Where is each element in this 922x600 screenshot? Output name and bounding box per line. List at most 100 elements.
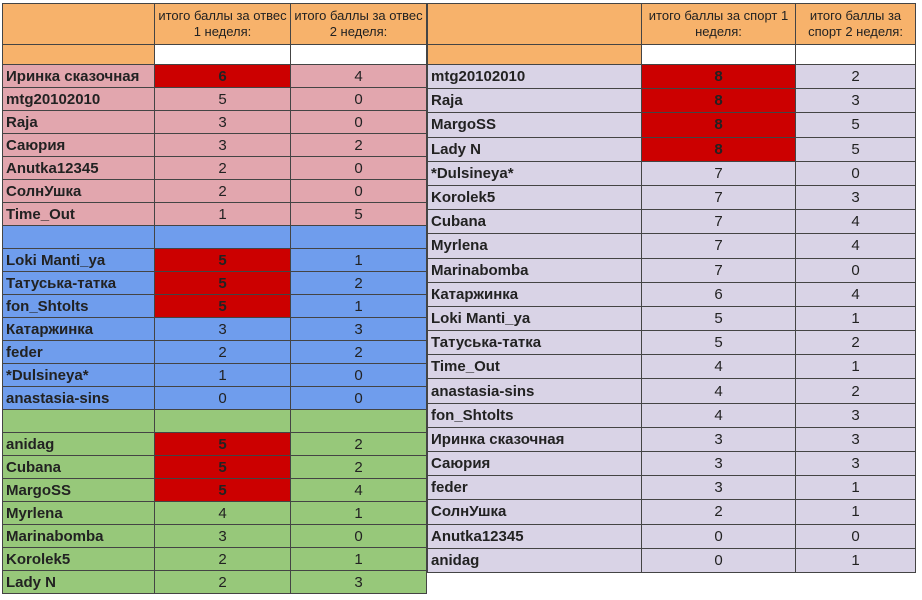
week2-score: 0 bbox=[290, 386, 427, 410]
table-row: Raja 8 3 bbox=[427, 88, 916, 114]
week1-score: 8 bbox=[641, 136, 796, 162]
participant-name: Саюрия bbox=[2, 133, 155, 157]
week1-score: 1 bbox=[154, 202, 291, 226]
table-row: Time_Out 1 5 bbox=[2, 202, 427, 226]
week2-score: 4 bbox=[290, 478, 427, 502]
week1-score: 5 bbox=[154, 87, 291, 111]
table-row: Anutka12345 2 0 bbox=[2, 156, 427, 180]
participant-name: Time_Out bbox=[2, 202, 155, 226]
week1-score: 2 bbox=[154, 340, 291, 364]
table-row: СолнУшка 2 1 bbox=[427, 499, 916, 525]
table-row: fon_Shtolts 5 1 bbox=[2, 294, 427, 318]
participant-name: feder bbox=[2, 340, 155, 364]
week1-score: 0 bbox=[641, 547, 796, 573]
week1-score: 1 bbox=[154, 363, 291, 387]
week2-score: 1 bbox=[290, 547, 427, 571]
header-blank-cell bbox=[2, 3, 155, 45]
participant-name: Катаржинка bbox=[427, 281, 642, 307]
participant-name: fon_Shtolts bbox=[2, 294, 155, 318]
table-row: Катаржинка 3 3 bbox=[2, 317, 427, 341]
participant-name: anastasia-sins bbox=[427, 378, 642, 404]
week2-score: 3 bbox=[795, 184, 916, 211]
participant-name: Саюрия bbox=[427, 450, 642, 477]
participant-name: Loki Manti_ya bbox=[427, 305, 642, 332]
participant-name: Катаржинка bbox=[2, 317, 155, 341]
participant-name: Татуська-татка bbox=[427, 330, 642, 356]
header-sub-row bbox=[427, 44, 916, 65]
table-row: mtg20102010 8 2 bbox=[427, 63, 916, 90]
week1-score: 8 bbox=[641, 88, 796, 114]
weight-loss-scores-table: итого баллы за отвес 1 неделя: итого балл… bbox=[2, 3, 427, 594]
table-row: Korolek5 7 3 bbox=[427, 184, 916, 211]
week2-score: 0 bbox=[290, 524, 427, 548]
week1-score: 8 bbox=[641, 63, 796, 90]
participant-name: Anutka12345 bbox=[427, 523, 642, 549]
table-row: mtg20102010 5 0 bbox=[2, 87, 427, 111]
participant-name: Raja bbox=[427, 88, 642, 114]
week2-score: 2 bbox=[795, 330, 916, 356]
week1-score: 3 bbox=[641, 475, 796, 501]
participant-name: anastasia-sins bbox=[2, 386, 155, 410]
participant-name: Marinabomba bbox=[2, 524, 155, 548]
week1-score: 2 bbox=[641, 499, 796, 525]
week1-score: 7 bbox=[641, 160, 796, 186]
week2-score: 5 bbox=[795, 136, 916, 162]
week2-score: 0 bbox=[290, 179, 427, 203]
participant-name: Anutka12345 bbox=[2, 156, 155, 180]
week2-score: 0 bbox=[290, 363, 427, 387]
participant-name: mtg20102010 bbox=[427, 63, 642, 90]
sport-scores-table: итого баллы за спорт 1 неделя: итого балл… bbox=[427, 3, 916, 573]
separator-cell bbox=[2, 409, 155, 433]
week2-score: 4 bbox=[795, 281, 916, 307]
participant-name: Raja bbox=[2, 110, 155, 134]
week1-score: 5 bbox=[154, 478, 291, 502]
participant-name: anidag bbox=[2, 432, 155, 456]
group-separator bbox=[2, 225, 427, 249]
table-row: MargoSS 8 5 bbox=[427, 112, 916, 138]
week1-score: 3 bbox=[641, 426, 796, 453]
week1-score: 3 bbox=[641, 450, 796, 477]
week1-score: 5 bbox=[154, 271, 291, 295]
week2-score: 1 bbox=[795, 475, 916, 501]
table-row: feder 2 2 bbox=[2, 340, 427, 364]
week1-score: 0 bbox=[641, 523, 796, 549]
sub-cell bbox=[290, 44, 427, 65]
week1-score: 4 bbox=[154, 501, 291, 525]
week2-score: 2 bbox=[290, 455, 427, 479]
week2-score: 1 bbox=[795, 305, 916, 332]
week1-score: 3 bbox=[154, 524, 291, 548]
header-week1: итого баллы за спорт 1 неделя: bbox=[641, 3, 796, 45]
table-row: Саюрия 3 2 bbox=[2, 133, 427, 157]
week1-score: 5 bbox=[641, 330, 796, 356]
week1-score: 5 bbox=[154, 294, 291, 318]
week1-score: 7 bbox=[641, 233, 796, 259]
header-sub-row bbox=[2, 44, 427, 65]
sub-cell bbox=[641, 44, 796, 65]
week1-score: 6 bbox=[641, 281, 796, 307]
header-week1: итого баллы за отвес 1 неделя: bbox=[154, 3, 291, 45]
participant-name: Korolek5 bbox=[2, 547, 155, 571]
participant-name: MargoSS bbox=[2, 478, 155, 502]
week1-score: 5 bbox=[154, 455, 291, 479]
table-row: Time_Out 4 1 bbox=[427, 354, 916, 380]
week2-score: 2 bbox=[795, 63, 916, 90]
participant-name: Loki Manti_ya bbox=[2, 248, 155, 272]
participant-name: anidag bbox=[427, 547, 642, 573]
table-row: MargoSS 5 4 bbox=[2, 478, 427, 502]
week2-score: 2 bbox=[795, 378, 916, 404]
separator-cell bbox=[290, 409, 427, 433]
table-row: Иринка сказочная 6 4 bbox=[2, 64, 427, 88]
participant-name: Korolek5 bbox=[427, 184, 642, 211]
table-row: *Dulsineya* 1 0 bbox=[2, 363, 427, 387]
table-row: Саюрия 3 3 bbox=[427, 450, 916, 477]
week1-score: 2 bbox=[154, 179, 291, 203]
table-row: Катаржинка 6 4 bbox=[427, 281, 916, 307]
week1-score: 8 bbox=[641, 112, 796, 138]
participant-name: СолнУшка bbox=[427, 499, 642, 525]
participant-name: feder bbox=[427, 475, 642, 501]
week2-score: 0 bbox=[290, 110, 427, 134]
week2-score: 1 bbox=[795, 499, 916, 525]
participant-name: mtg20102010 bbox=[2, 87, 155, 111]
